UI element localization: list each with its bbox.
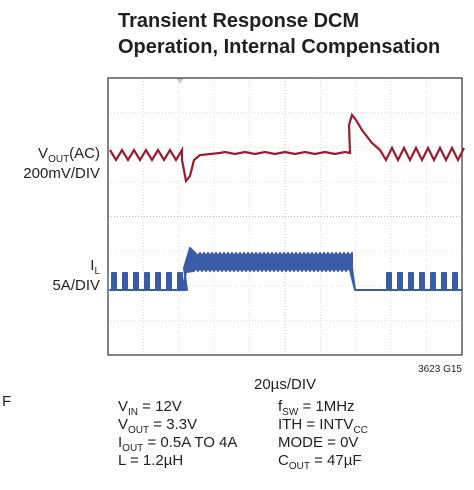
- scope-grid: [108, 78, 462, 355]
- edge-fragment: F: [2, 393, 11, 410]
- subscript: OUT: [128, 425, 149, 436]
- condition: VOUT = 3.3V: [118, 416, 197, 436]
- text-part: I: [90, 257, 94, 274]
- text-part: L = 1.2µH: [118, 452, 183, 469]
- subscript: IN: [128, 407, 138, 418]
- subscript: OUT: [48, 154, 69, 165]
- title-line: Operation, Internal Compensation: [118, 36, 440, 58]
- subscript: L: [94, 266, 100, 277]
- channel-label: IL: [90, 257, 100, 277]
- il-waveform: [109, 247, 463, 291]
- channel-scale: 200mV/DIV: [23, 165, 100, 182]
- subscript: CC: [353, 425, 367, 436]
- condition: fSW = 1MHz: [278, 398, 355, 418]
- text-part: = 3.3V: [149, 416, 197, 433]
- trigger-marker: [176, 78, 184, 84]
- text-part: V: [38, 145, 48, 162]
- text-part: MODE = 0V: [278, 434, 358, 451]
- text-part: (AC): [69, 145, 100, 162]
- text-part: = 47µF: [310, 452, 362, 469]
- text-part: V: [118, 398, 128, 415]
- condition: VIN = 12V: [118, 398, 182, 418]
- condition: ITH = INTVCC: [278, 416, 368, 436]
- figure-id: 3623 G15: [418, 364, 462, 375]
- time-scale: 20µs/DIV: [254, 376, 316, 393]
- channel-scale: 5A/DIV: [52, 277, 100, 294]
- scope-frame: [107, 77, 463, 356]
- text-part: = 1MHz: [298, 398, 354, 415]
- condition: IOUT = 0.5A TO 4A: [118, 434, 237, 454]
- condition: COUT = 47µF: [278, 452, 362, 472]
- vout-waveform: [109, 112, 465, 184]
- condition: L = 1.2µH: [118, 452, 183, 469]
- channel-label: VOUT(AC): [38, 145, 100, 165]
- text-part: C: [278, 452, 289, 469]
- text-part: ITH = INTV: [278, 416, 353, 433]
- subscript: OUT: [122, 443, 143, 454]
- subscript: OUT: [289, 461, 310, 472]
- subscript: SW: [282, 407, 299, 418]
- text-part: = 0.5A TO 4A: [143, 434, 237, 451]
- text-part: I: [118, 434, 122, 451]
- text-part: V: [118, 416, 128, 433]
- text-part: f: [278, 398, 283, 415]
- text-part: = 12V: [138, 398, 182, 415]
- title-line: Transient Response DCM: [118, 10, 359, 32]
- condition: MODE = 0V: [278, 434, 358, 451]
